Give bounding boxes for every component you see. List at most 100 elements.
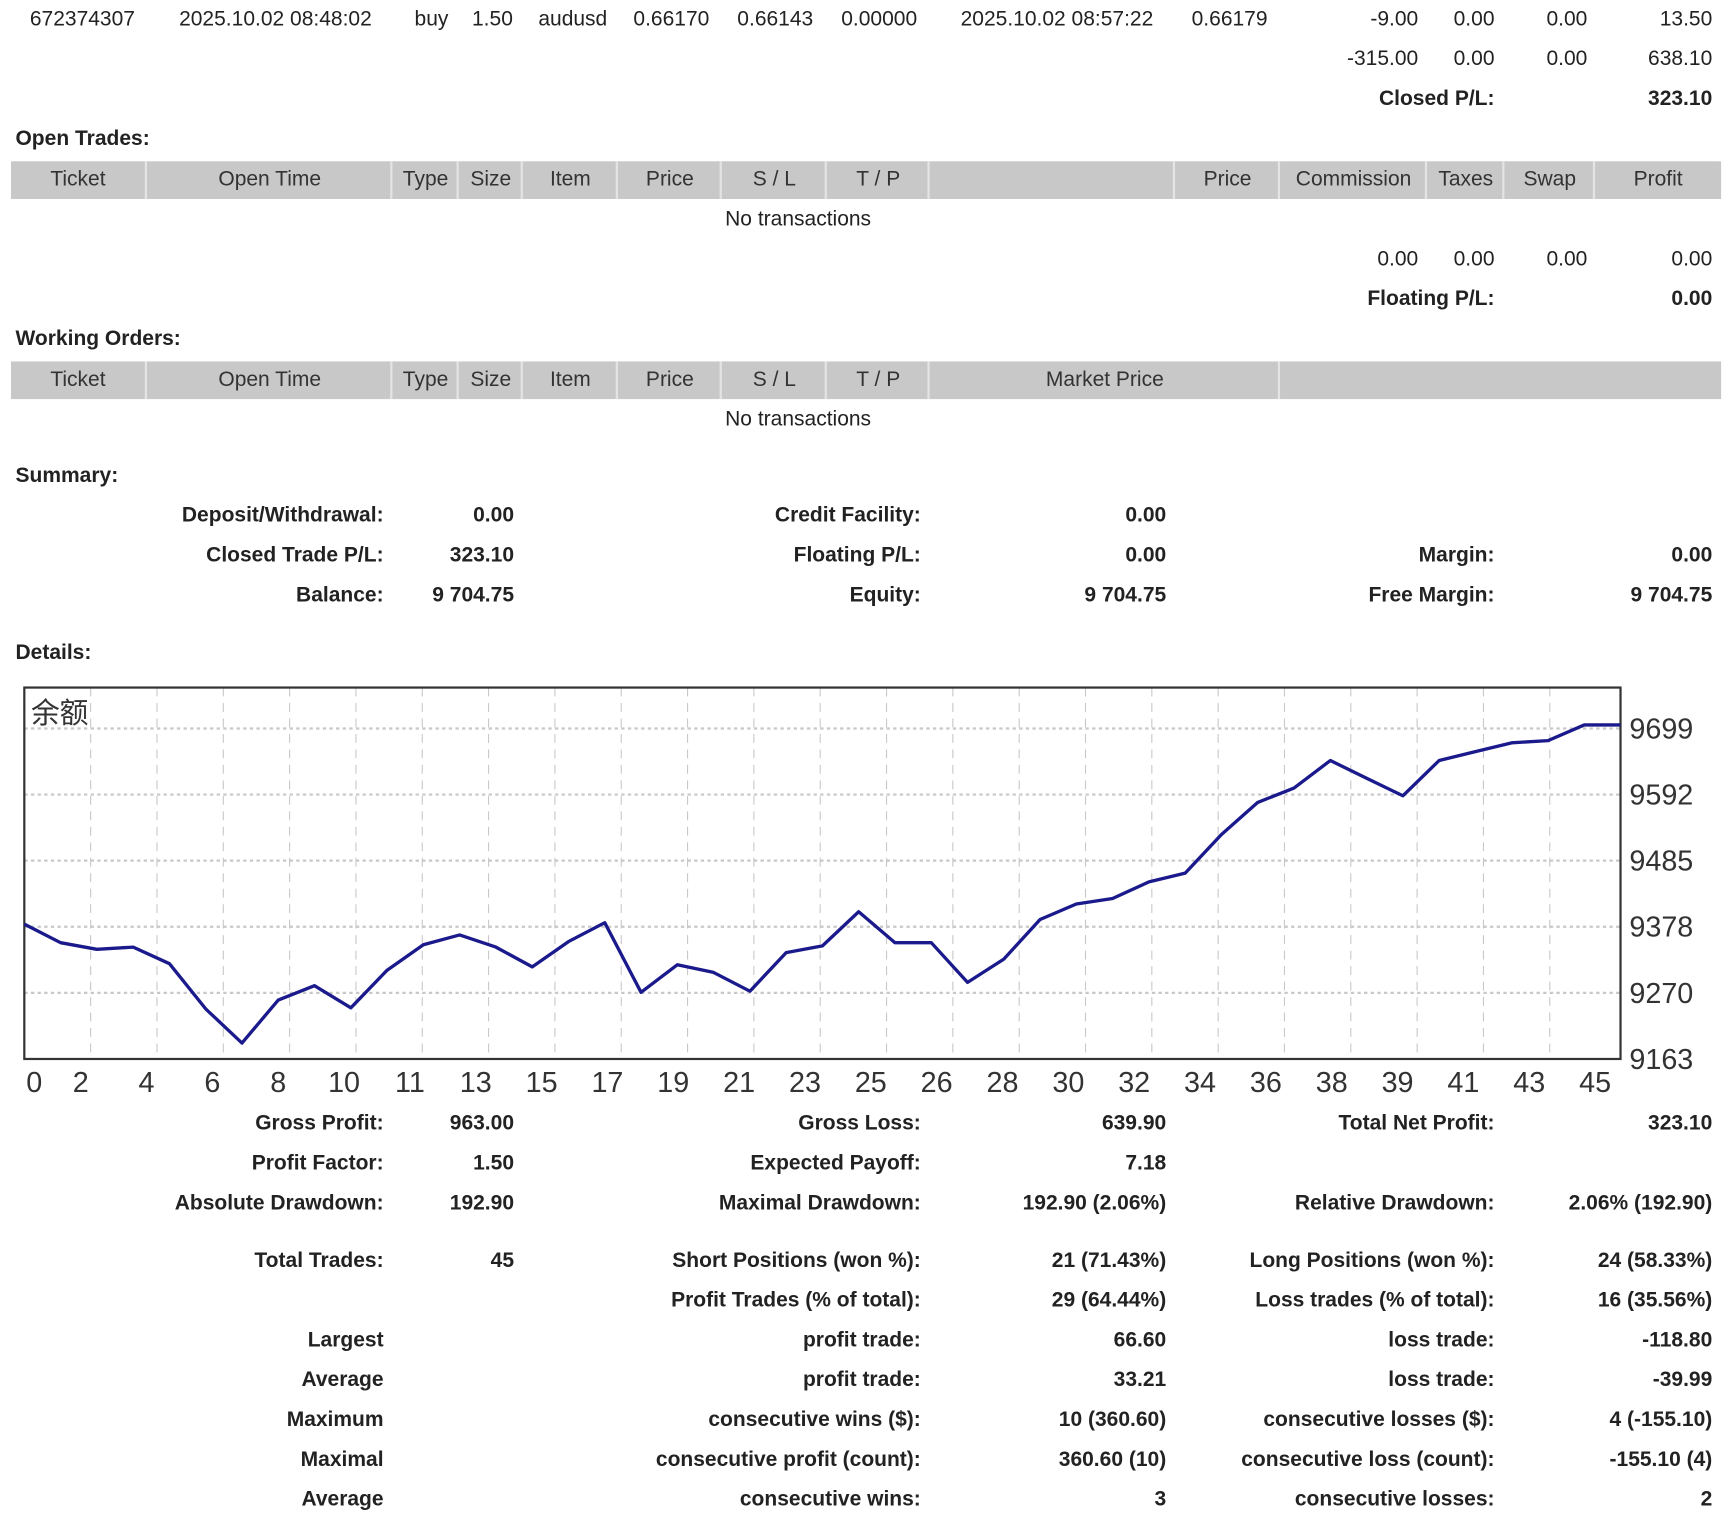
stat-label: Average (301, 1487, 384, 1512)
x-tick-label: 45 (1579, 1067, 1611, 1099)
type: buy (414, 7, 449, 31)
ticket: 672374307 (29, 7, 135, 31)
stat-value: 4 (-155.10) (1609, 1408, 1713, 1432)
stat-label: consecutive loss (count): (1241, 1448, 1495, 1472)
stat-value: 323.10 (1648, 1112, 1713, 1136)
column-header: Ticket (11, 161, 145, 199)
x-tick-label: 28 (987, 1067, 1019, 1099)
column-header: T / P (824, 361, 930, 400)
stat-label: consecutive profit (count): (655, 1448, 921, 1472)
column-header: Price (615, 161, 722, 199)
column-header: Size (456, 161, 523, 199)
stat-label: Profit Trades (% of total): (671, 1288, 921, 1313)
stat-label: profit trade: (802, 1328, 921, 1352)
price: 0.66170 (633, 7, 710, 31)
working-orders-title: Working Orders: (15, 327, 181, 351)
close-time: 2025.10.02 08:57:22 (960, 7, 1154, 31)
x-tick-label: 0 (26, 1067, 42, 1099)
stat-value: 0.00 (1125, 543, 1167, 568)
stat-value: 192.90 (2.06%) (1022, 1191, 1167, 1215)
column-header: Size (456, 361, 523, 400)
stat-label: Maximal Drawdown: (718, 1191, 921, 1215)
sl: 0.66143 (737, 7, 814, 31)
stat-value: 0.00 (473, 504, 515, 528)
x-tick-label: 10 (328, 1067, 360, 1099)
total-swap: 0.00 (1546, 47, 1588, 71)
x-tick-label: 21 (723, 1067, 755, 1099)
stat-label: Free Margin: (1368, 583, 1495, 607)
stat-label: Loss trades (% of total): (1255, 1288, 1495, 1313)
x-tick-label: 26 (921, 1067, 953, 1099)
stat-value: -155.10 (4) (1609, 1448, 1713, 1472)
column-header (927, 161, 1176, 199)
stat-value: 7.18 (1125, 1151, 1167, 1176)
x-tick-label: 6 (204, 1067, 220, 1099)
stat-label: Profit Factor: (251, 1151, 384, 1176)
stat-value: 9 704.75 (432, 583, 515, 607)
open-trades-empty: No transactions (725, 207, 872, 232)
column-header: S / L (719, 361, 827, 400)
summary-title: Summary: (15, 464, 119, 488)
column-header: S / L (719, 161, 827, 199)
x-tick-label: 4 (139, 1067, 155, 1099)
total-commission: -315.00 (1346, 47, 1419, 71)
stat-label: loss trade: (1388, 1368, 1495, 1392)
profit: 13.50 (1659, 7, 1713, 31)
column-header: Open Time (144, 161, 393, 199)
stat-label: Equity: (849, 583, 921, 607)
column-header: Type (390, 161, 459, 199)
working-orders-empty: No transactions (725, 407, 872, 432)
stat-value: 29 (64.44%) (1051, 1288, 1167, 1313)
open-total-swap: 0.00 (1546, 247, 1588, 271)
y-tick-label: 9592 (1629, 780, 1693, 812)
column-header: Taxes (1424, 161, 1505, 199)
stat-value: 963.00 (449, 1112, 515, 1136)
stat-label: consecutive losses ($): (1263, 1408, 1495, 1432)
stat-value: 10 (360.60) (1058, 1408, 1167, 1432)
x-tick-label: 39 (1382, 1067, 1414, 1099)
open-time: 2025.10.02 08:48:02 (179, 7, 372, 31)
balance-chart-svg: 9699 9592 9485 9378 9270 9163 0 2 4 6 8 10 11 13 15 17 1… (23, 686, 1693, 1099)
stat-value: 0.00 (1671, 543, 1713, 568)
stat-label: Maximum (286, 1408, 384, 1432)
open-total-commission: 0.00 (1377, 247, 1419, 271)
column-header: Price (615, 361, 722, 400)
column-header: Price (1172, 161, 1281, 199)
stat-label: Absolute Drawdown: (174, 1191, 384, 1215)
plot-frame (23, 686, 1622, 1061)
stat-label: Relative Drawdown: (1294, 1191, 1495, 1215)
stat-label: Expected Payoff: (750, 1151, 921, 1176)
open-total-taxes: 0.00 (1453, 247, 1495, 271)
x-tick-label: 2 (73, 1067, 89, 1099)
x-tick-label: 43 (1513, 1067, 1545, 1099)
column-header: Profit (1592, 161, 1722, 199)
stat-value: 45 (490, 1249, 515, 1273)
x-tick-label: 23 (789, 1067, 821, 1099)
column-header: Open Time (144, 361, 393, 400)
open-total-profit: 0.00 (1671, 247, 1713, 271)
close-price: 0.66179 (1191, 7, 1268, 31)
y-tick-label: 9378 (1629, 912, 1693, 944)
x-tick-label: 41 (1447, 1067, 1479, 1099)
stat-value: -39.99 (1652, 1368, 1713, 1392)
total-taxes: 0.00 (1453, 47, 1495, 71)
closed-pl-value: 323.10 (1648, 87, 1713, 111)
stat-value: 66.60 (1113, 1328, 1167, 1352)
stat-label: Short Positions (won %): (672, 1249, 921, 1273)
floating-pl-label: Floating P/L: (1367, 287, 1495, 311)
stat-label: Maximal (300, 1448, 384, 1472)
column-header: Swap (1502, 161, 1596, 199)
stat-label: consecutive wins: (739, 1487, 921, 1512)
column-header: Item (520, 161, 618, 199)
stat-value: 3 (1154, 1487, 1167, 1512)
stat-label: Floating P/L: (793, 543, 921, 568)
swap: 0.00 (1546, 7, 1588, 31)
x-tick-label: 17 (591, 1067, 623, 1099)
floating-pl-value: 0.00 (1671, 287, 1713, 311)
y-tick-label: 9163 (1629, 1044, 1693, 1076)
stat-value: -118.80 (1642, 1328, 1713, 1352)
x-tick-label: 11 (395, 1067, 425, 1099)
stat-label: profit trade: (802, 1368, 921, 1392)
column-header: Item (520, 361, 618, 400)
